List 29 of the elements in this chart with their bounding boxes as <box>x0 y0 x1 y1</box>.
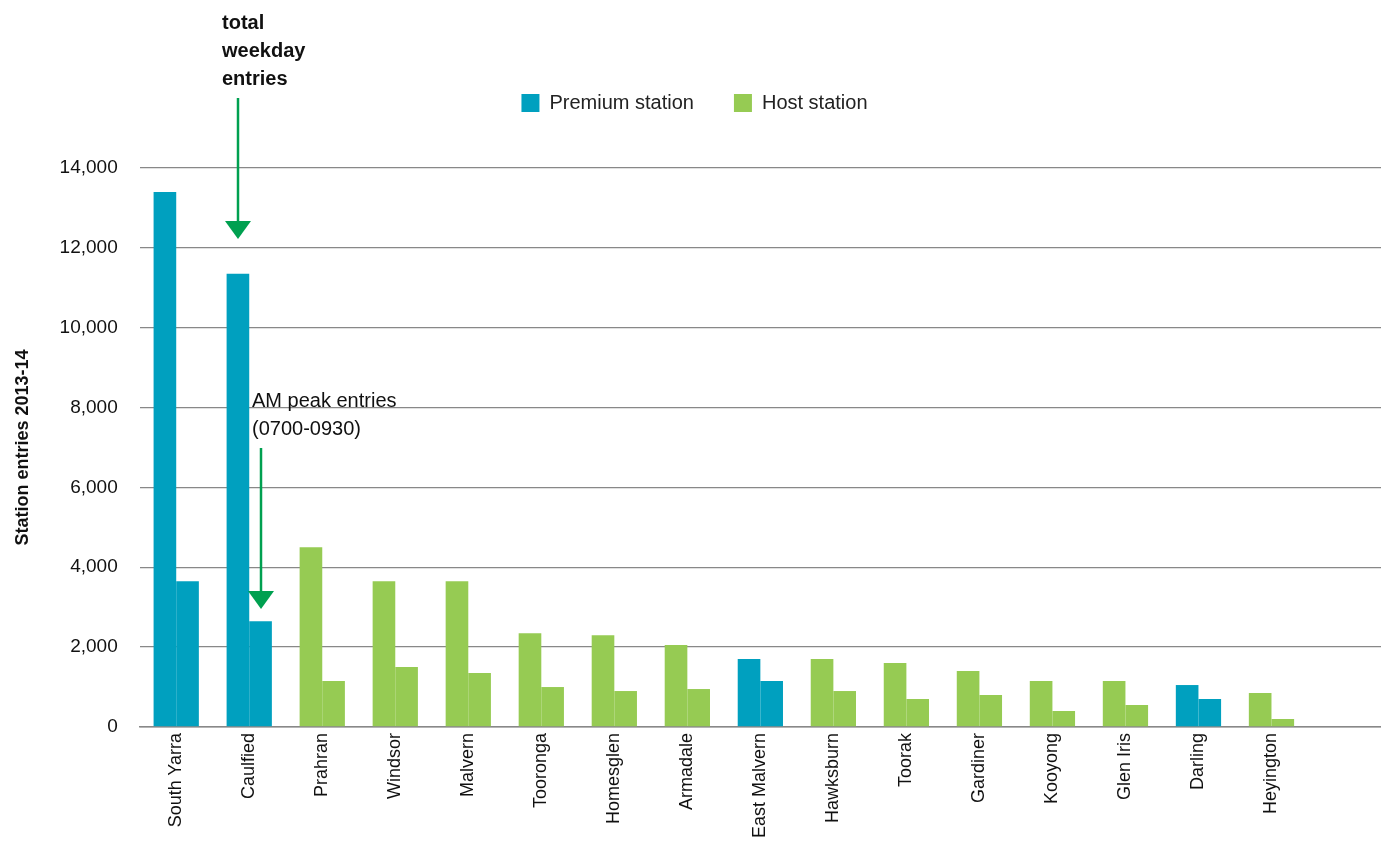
y-tick-label: 12,000 <box>59 236 118 258</box>
x-tick-label: East Malvern <box>749 732 770 839</box>
x-tick-label: Prahran <box>311 732 332 798</box>
x-tick-label: Heyington <box>1260 732 1281 815</box>
x-tick-label: Caulfied <box>238 732 259 800</box>
y-tick-label: 14,000 <box>59 156 118 178</box>
x-tick-label: Homesglen <box>603 732 624 825</box>
x-tick-label: Glen Iris <box>1114 732 1135 800</box>
y-tick-label: 8,000 <box>70 395 118 417</box>
x-tick-label: Malvern <box>457 732 478 797</box>
y-tick-label: 6,000 <box>70 475 118 497</box>
y-tick-label: 4,000 <box>70 555 118 577</box>
legend-label: Host station <box>761 90 868 113</box>
x-tick-label: Windsor <box>384 732 405 799</box>
text: total weekday entries <box>222 10 307 91</box>
legend-label: Premium station <box>549 90 694 113</box>
y-tick-label: 10,000 <box>59 315 118 337</box>
x-tick-label: Hawksburn <box>822 732 843 824</box>
x-tick-label: Gardiner <box>968 732 989 803</box>
x-tick-label: Toorak <box>895 731 916 787</box>
y-tick-label: 0 <box>107 715 118 737</box>
x-tick-label: South Yarra <box>165 731 186 828</box>
x-tick-label: Armadale <box>676 732 697 811</box>
annotation: AM peak entries (0700-0930) <box>252 388 398 441</box>
y-tick-label: 2,000 <box>70 635 118 657</box>
y-axis-title: Station entries 2013-14 <box>11 349 32 546</box>
x-tick-label: Tooronga <box>530 731 551 809</box>
x-tick-label: Darling <box>1187 732 1208 790</box>
x-tick-label: Kooyong <box>1041 732 1062 805</box>
